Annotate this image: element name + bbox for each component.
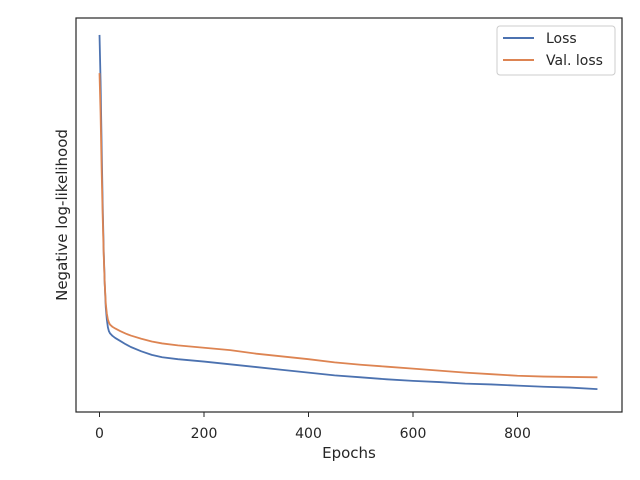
legend: Loss Val. loss xyxy=(496,25,616,76)
series-line-val-loss xyxy=(98,73,598,379)
x-tick-label: 0 xyxy=(95,426,104,442)
x-tick-label: 400 xyxy=(295,426,322,442)
x-tick-label: 600 xyxy=(400,426,427,442)
x-tick-label: 200 xyxy=(191,426,218,442)
plot-layer xyxy=(98,34,598,391)
plot-frame xyxy=(75,17,623,413)
legend-label-loss: Loss xyxy=(546,31,577,47)
y-axis-label: Negative log-likelihood xyxy=(53,129,71,301)
x-axis-ticks: 0 200 400 600 800 xyxy=(95,412,531,442)
x-tick-label: 800 xyxy=(504,426,531,442)
legend-label-val-loss: Val. loss xyxy=(546,53,603,69)
x-axis-label: Epochs xyxy=(322,444,376,462)
